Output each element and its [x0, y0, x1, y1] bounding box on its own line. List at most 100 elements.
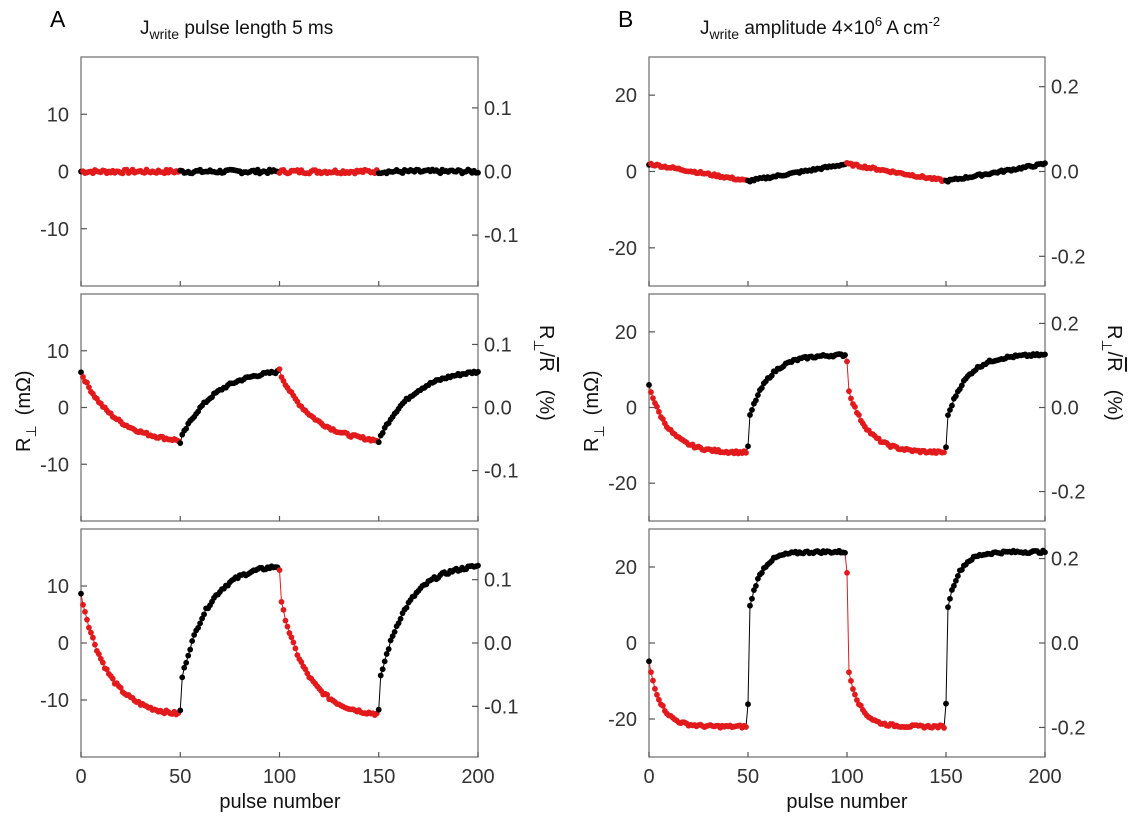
- data-point: [177, 440, 184, 447]
- left-axis-label-b-unit: (mΩ): [581, 370, 603, 415]
- data-point: [179, 674, 186, 681]
- title-a-rest: pulse length 5 ms: [179, 18, 333, 39]
- data-point: [183, 659, 190, 666]
- y2-tick-label: 0.2: [1051, 313, 1079, 335]
- data-point: [656, 408, 662, 415]
- data-point: [391, 628, 398, 635]
- data-point: [857, 702, 864, 709]
- data-point: [189, 638, 196, 644]
- left-axis-label-b-sub: ⊥: [591, 425, 607, 437]
- y2-tick-label: 0.0: [1051, 162, 1079, 184]
- y2-tick-label: -0.2: [1051, 246, 1085, 268]
- panel-letter-a: A: [50, 6, 66, 32]
- data-point: [282, 617, 289, 624]
- x-tick-label: 200: [461, 766, 494, 788]
- right-axis-label-b-unit: (%): [1103, 390, 1125, 421]
- data-point: [846, 388, 852, 395]
- data-point: [848, 677, 854, 684]
- left-axis-label-b-text: R⊥ (mΩ): [581, 370, 607, 452]
- data-point: [1042, 351, 1048, 358]
- title-b-subscript: write: [709, 26, 740, 42]
- data-point: [958, 382, 965, 389]
- data-point: [945, 604, 951, 611]
- y2-tick-label: -0.1: [484, 696, 518, 718]
- data-point: [768, 372, 775, 379]
- data-point: [755, 392, 761, 398]
- data-point: [78, 369, 84, 376]
- data-point: [654, 403, 660, 410]
- series-segment: [747, 414, 751, 447]
- data-point: [88, 629, 94, 636]
- data-point: [650, 395, 656, 402]
- data-point: [475, 562, 481, 569]
- data-point: [387, 637, 394, 644]
- data-point: [743, 449, 749, 456]
- data-point: [947, 407, 953, 413]
- data-point: [842, 352, 848, 358]
- data-point: [84, 379, 90, 386]
- series-segment: [279, 570, 282, 602]
- data-point: [941, 449, 947, 456]
- data-point: [185, 652, 192, 659]
- data-point: [753, 397, 759, 404]
- x-axis-label-a: pulse number: [219, 791, 341, 813]
- data-point: [183, 425, 190, 432]
- panel-letter-b: B: [618, 6, 633, 32]
- data-point: [941, 725, 947, 731]
- right-axis-label-a-main: R: [535, 325, 557, 339]
- data-point: [290, 639, 297, 646]
- series-segment: [943, 703, 947, 728]
- y2-tick-label: 0.0: [484, 398, 512, 420]
- x-tick-label: 0: [643, 766, 654, 788]
- data-point: [475, 169, 481, 176]
- right-axis-label-b-sub: ⊥: [1099, 339, 1115, 351]
- y-tick-label: 0: [626, 633, 637, 655]
- title-b-superscript: 6: [875, 14, 882, 29]
- data-point: [844, 358, 850, 365]
- data-point: [951, 582, 957, 589]
- right-axis-label-b-slash: /: [1103, 352, 1125, 358]
- data-point: [324, 691, 331, 698]
- data-point: [385, 646, 392, 652]
- y-tick-label: -10: [40, 690, 69, 712]
- series-segment: [945, 607, 949, 704]
- right-axis-label-a-sub: ⊥: [531, 339, 547, 351]
- data-point: [90, 634, 96, 641]
- y2-tick-label: -0.2: [1051, 717, 1085, 739]
- right-axis-label-b: R⊥/R(%): [1099, 325, 1125, 421]
- data-point: [954, 573, 961, 579]
- x-tick-label: 100: [263, 766, 296, 788]
- panel-a-3: -10 0 10 -0.1 0.0 0.1 0 50 100 150 200: [40, 528, 518, 788]
- data-point: [197, 620, 204, 627]
- data-point: [82, 608, 88, 615]
- data-point: [379, 430, 386, 436]
- right-axis-label-b-main: R: [1103, 325, 1125, 339]
- data-point: [646, 658, 652, 665]
- data-point: [284, 623, 291, 630]
- left-axis-label-b-main: R: [581, 438, 603, 452]
- x-tick-label: 50: [169, 766, 191, 788]
- y2-tick-label: 0.2: [1051, 549, 1079, 571]
- plot-frame: [80, 528, 479, 758]
- data-point: [652, 685, 658, 692]
- data-point: [743, 724, 749, 730]
- left-axis-label-b: R⊥ (mΩ): [581, 370, 607, 452]
- y2-tick-label: -0.2: [1051, 482, 1085, 504]
- data-point: [659, 416, 666, 422]
- data-point: [850, 686, 856, 692]
- y2-tick-label: 0.1: [484, 570, 512, 592]
- data-point: [397, 615, 404, 622]
- y-tick-label: 0: [58, 398, 69, 420]
- title-b-symbol: J: [700, 18, 710, 39]
- data-point: [753, 583, 759, 589]
- data-point: [99, 659, 106, 666]
- data-point: [475, 368, 481, 375]
- right-axis-label-b-bar: R: [1103, 357, 1125, 371]
- plot-frame: [80, 293, 479, 522]
- y2-tick-label: -0.1: [484, 225, 518, 247]
- title-b-tail: A cm: [882, 18, 928, 39]
- data-point: [852, 403, 858, 410]
- data-point: [656, 696, 662, 703]
- data-point: [758, 569, 765, 576]
